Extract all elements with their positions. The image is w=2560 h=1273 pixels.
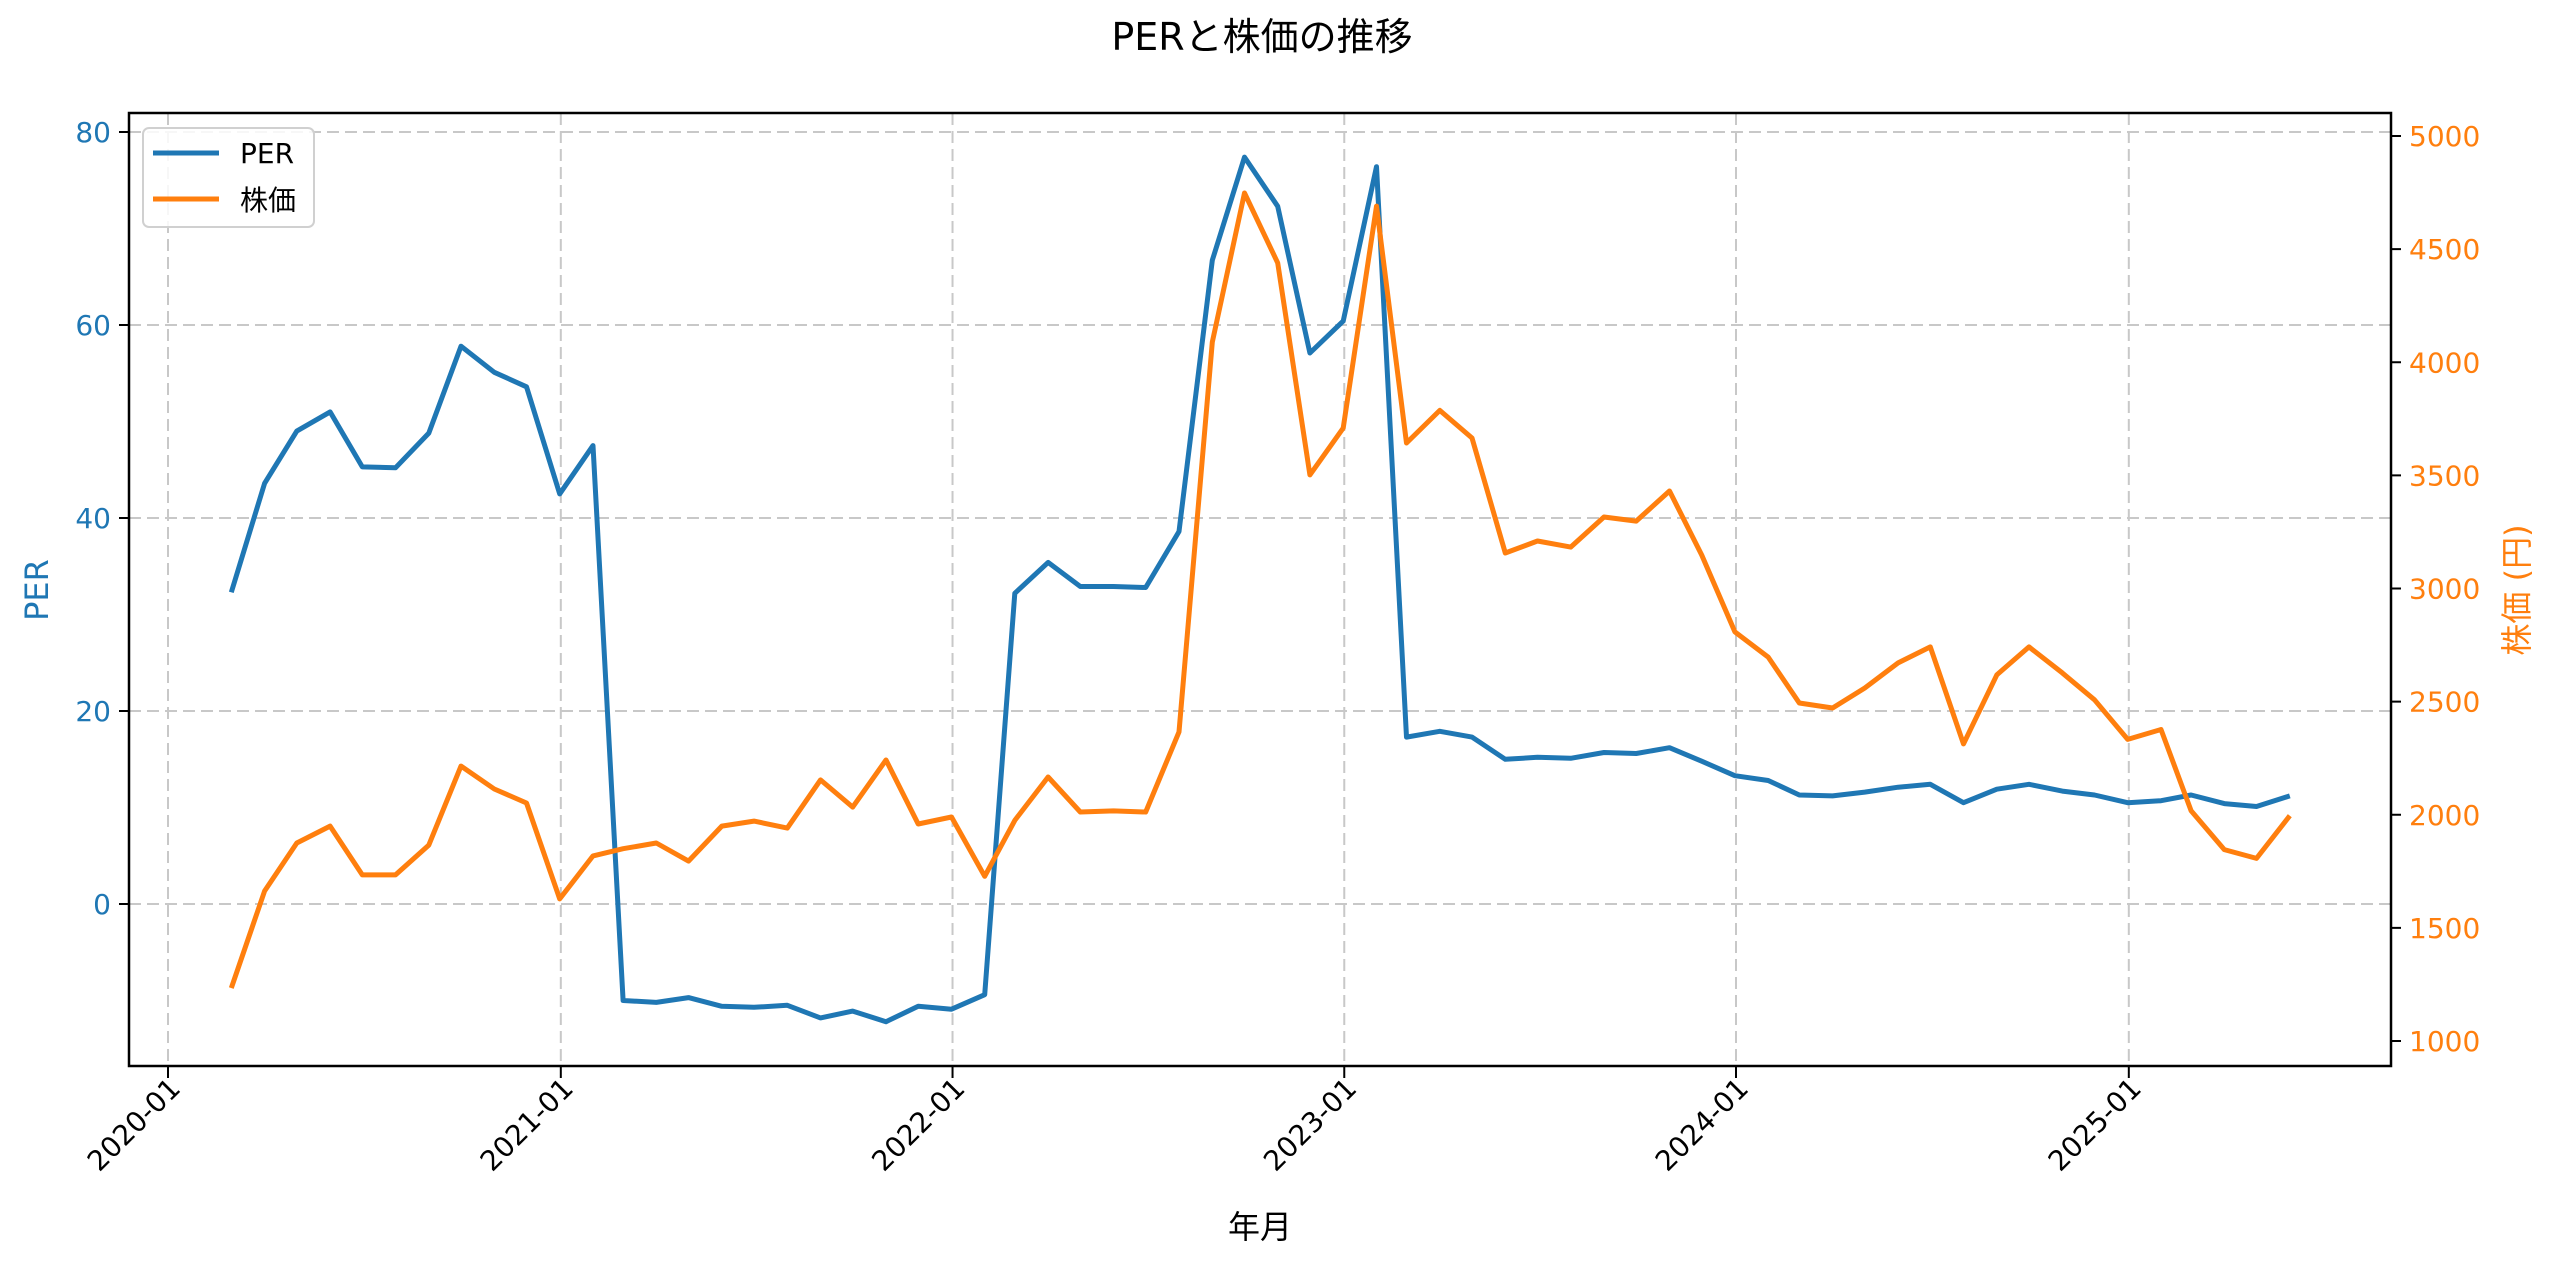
left-tick-label: 60 [75, 309, 111, 342]
right-tick-label: 2500 [2409, 686, 2480, 719]
price-line [228, 190, 2292, 989]
grid-lines [129, 113, 2391, 1066]
right-tick-label: 1500 [2409, 912, 2480, 945]
x-axis-ticks: 2020-01 2021-01 2022-01 2023-01 2024-01 2025-… [81, 1066, 2148, 1178]
legend: PER 株価 [142, 127, 315, 228]
right-tick-label: 4500 [2409, 233, 2480, 266]
plot-frame [127, 111, 2393, 1068]
right-y-axis-ticks: 1000 1500 2000 2500 3000 3500 4000 4500 5000 [2391, 120, 2480, 1058]
x-tick-label: 2021-01 [474, 1072, 580, 1178]
right-tick-label: 5000 [2409, 120, 2480, 153]
right-tick-label: 2000 [2409, 799, 2480, 832]
right-tick-label: 3000 [2409, 573, 2480, 606]
left-y-axis-ticks: 0 20 40 60 80 [75, 116, 129, 921]
right-tick-label: 1000 [2409, 1025, 2480, 1058]
legend-label-price: 株価 [240, 184, 296, 217]
left-y-axis-label: PER [18, 559, 56, 621]
chart-title: PERと株価の推移 [1111, 15, 1412, 59]
right-tick-label: 4000 [2409, 346, 2480, 379]
left-tick-label: 40 [75, 502, 111, 535]
left-tick-label: 80 [75, 116, 111, 149]
x-tick-label: 2020-01 [81, 1072, 187, 1178]
x-tick-label: 2023-01 [1257, 1072, 1363, 1178]
x-tick-label: 2025-01 [2042, 1072, 2148, 1178]
x-tick-label: 2024-01 [1649, 1072, 1755, 1178]
series-lines [228, 154, 2292, 1025]
x-axis-label: 年月 [1228, 1208, 1292, 1246]
right-y-axis-label: 株価 (円) [2498, 524, 2536, 655]
legend-label-per: PER [240, 137, 294, 170]
left-tick-label: 20 [75, 695, 111, 728]
right-tick-label: 3500 [2409, 459, 2480, 492]
per-line [228, 154, 2291, 1025]
x-tick-label: 2022-01 [865, 1072, 971, 1178]
left-tick-label: 0 [93, 888, 111, 921]
